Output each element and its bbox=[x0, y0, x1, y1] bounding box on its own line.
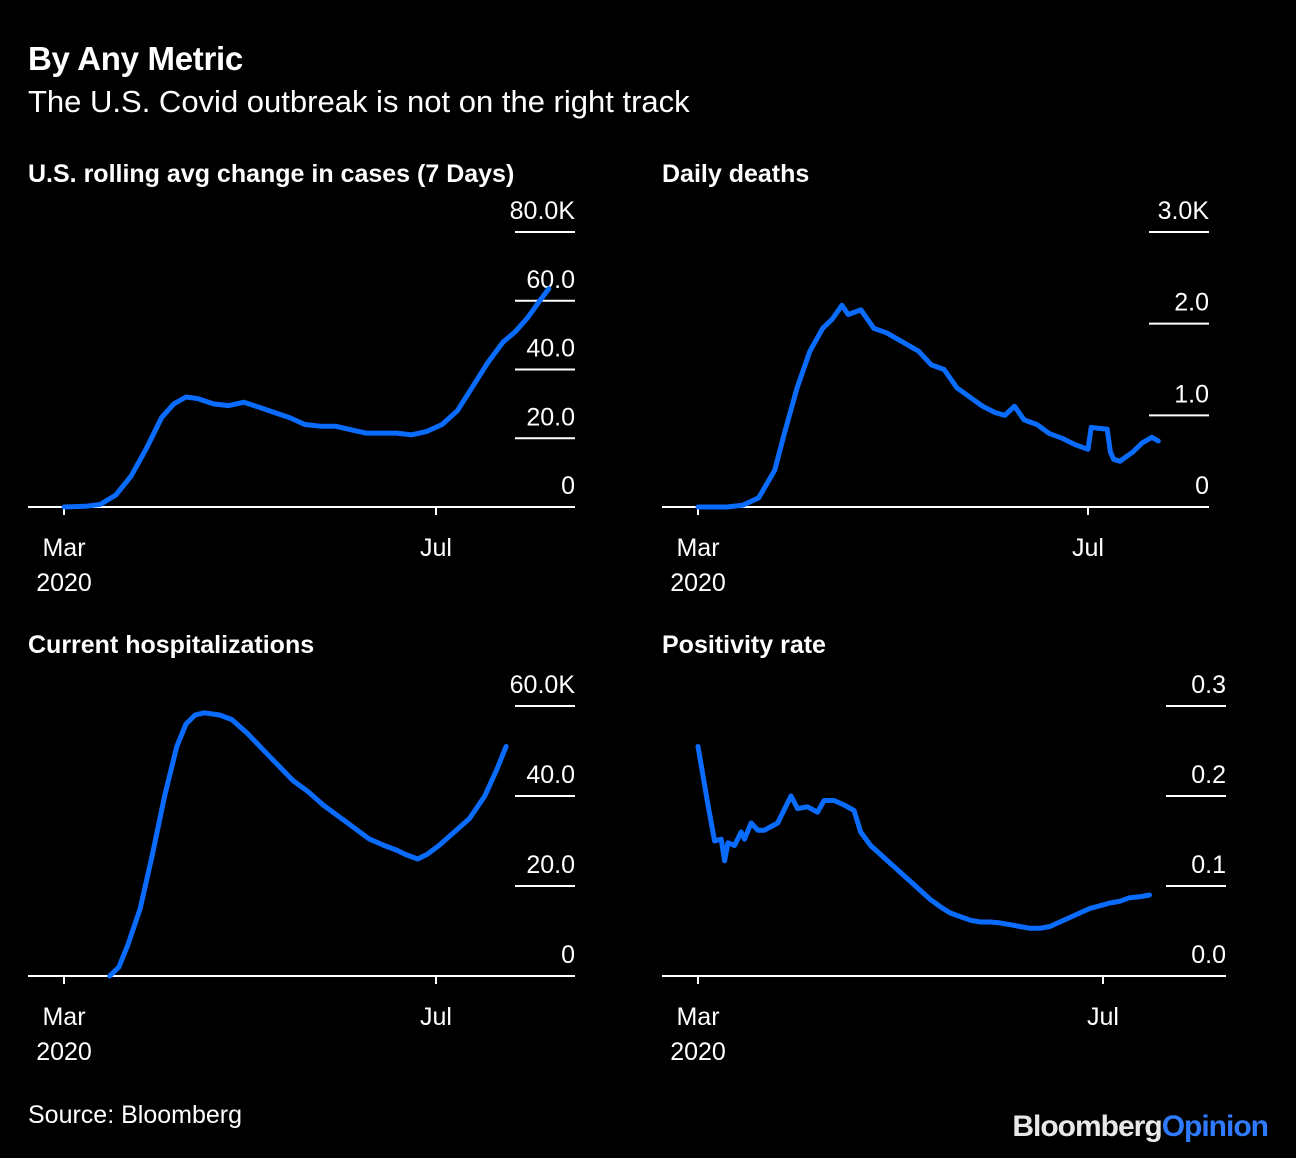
y-tick-label: 0.0 bbox=[1191, 941, 1226, 969]
x-tick-label: Mar bbox=[676, 1003, 719, 1031]
panel-title: Current hospitalizations bbox=[28, 631, 314, 659]
y-tick-label: 60.0K bbox=[510, 671, 576, 699]
logo-product: Opinion bbox=[1161, 1110, 1269, 1143]
y-tick-label: 0 bbox=[561, 941, 575, 969]
y-tick-label: 40.0 bbox=[526, 335, 575, 363]
y-tick-label: 2.0 bbox=[1174, 289, 1209, 317]
y-tick-label: 40.0 bbox=[526, 761, 575, 789]
y-tick-label: 0.1 bbox=[1191, 851, 1226, 879]
x-tick-label: Mar bbox=[42, 534, 85, 562]
chart-subtitle: The U.S. Covid outbreak is not on the ri… bbox=[28, 84, 690, 119]
x-tick-sublabel: 2020 bbox=[670, 1038, 726, 1066]
y-tick-label: 0.2 bbox=[1191, 761, 1226, 789]
bloomberg-opinion-logo: BloombergOpinion bbox=[1012, 1110, 1269, 1144]
chart-title: By Any Metric bbox=[28, 40, 243, 77]
y-tick-label: 20.0 bbox=[526, 851, 575, 879]
y-tick-label: 80.0K bbox=[510, 197, 576, 225]
y-tick-label: 20.0 bbox=[526, 403, 575, 431]
x-tick-sublabel: 2020 bbox=[36, 1038, 92, 1066]
y-tick-label: 1.0 bbox=[1174, 380, 1209, 408]
panel-title: Positivity rate bbox=[662, 631, 826, 659]
x-tick-label: Jul bbox=[1087, 1003, 1119, 1031]
source-note: Source: Bloomberg bbox=[28, 1101, 243, 1129]
x-tick-label: Mar bbox=[676, 534, 719, 562]
x-tick-label: Jul bbox=[420, 1003, 452, 1031]
logo-brand: Bloomberg bbox=[1012, 1110, 1162, 1143]
y-tick-label: 0 bbox=[1195, 472, 1209, 500]
chart-panel-2: Daily deaths 0 1.0 2.0 3.0K Mar 2020 Jul bbox=[662, 160, 1209, 597]
x-tick-label: Jul bbox=[1072, 534, 1104, 562]
x-tick-label: Mar bbox=[42, 1003, 85, 1031]
series-line bbox=[695, 302, 1161, 510]
series-line bbox=[695, 744, 1152, 931]
series-line bbox=[61, 286, 552, 510]
chart-panel-4: Positivity rate 0.0 0.1 0.2 0.3 Mar 2020 Jul bbox=[662, 631, 1226, 1066]
y-tick-label: 3.0K bbox=[1158, 197, 1210, 225]
chart-panel-1: U.S. rolling avg change in cases (7 Days… bbox=[28, 160, 575, 597]
x-tick-sublabel: 2020 bbox=[670, 569, 726, 597]
x-tick-label: Jul bbox=[420, 534, 452, 562]
chart-panel-3: Current hospitalizations 0 20.0 40.0 60.0K Ma… bbox=[28, 631, 575, 1066]
x-tick-sublabel: 2020 bbox=[36, 569, 92, 597]
panel-title: U.S. rolling avg change in cases (7 Days… bbox=[28, 160, 514, 188]
y-tick-label: 0.3 bbox=[1191, 671, 1226, 699]
y-tick-label: 0 bbox=[561, 472, 575, 500]
panel-title: Daily deaths bbox=[662, 160, 809, 188]
series-line bbox=[107, 710, 509, 979]
